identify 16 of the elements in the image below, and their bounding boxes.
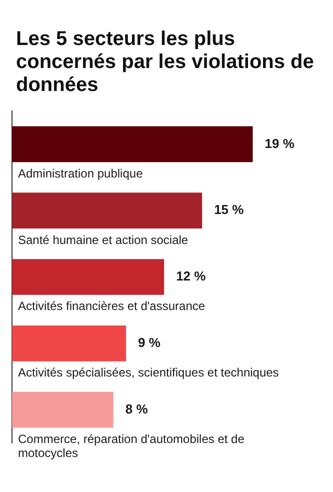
data-label: 12 % [176, 268, 206, 284]
bar [12, 325, 126, 362]
bar [12, 392, 114, 428]
bar [12, 126, 253, 162]
y-tick-label: Administration publique [18, 166, 144, 180]
bar [12, 259, 164, 295]
chart-title: Les 5 secteurs les plus concernés par les violations de données [15, 27, 315, 98]
bar [12, 192, 202, 229]
y-tick-label: Activités financières et d'assurance [18, 299, 206, 314]
data-label: 19 % [264, 136, 295, 151]
y-tick-label: Santé humaine et action sociale [18, 232, 188, 247]
data-label: 8 % [125, 401, 148, 416]
y-tick-label: Commerce, réparation d'automobiles et de motocycles [18, 432, 245, 460]
data-label: 9 % [138, 334, 161, 350]
data-label: 15 % [214, 202, 244, 218]
y-tick-label: Activités spécialisées, scientifiques et techniques [18, 366, 279, 380]
